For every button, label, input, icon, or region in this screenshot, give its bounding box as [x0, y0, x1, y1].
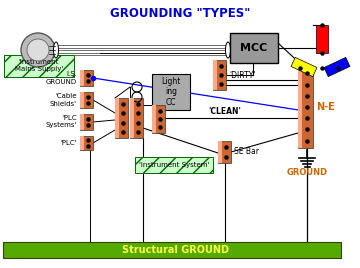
Text: SE Bar: SE Bar [234, 147, 259, 157]
Bar [230, 33, 278, 63]
Bar [218, 141, 231, 163]
Bar [3, 242, 341, 258]
Text: N-E: N-E [316, 102, 335, 112]
Bar [80, 70, 93, 86]
Text: 'Instrument System': 'Instrument System' [139, 162, 209, 168]
Text: Structural GROUND: Structural GROUND [122, 245, 229, 255]
Bar [80, 114, 84, 130]
Text: GROUNDING "TYPES": GROUNDING "TYPES" [110, 7, 250, 20]
Bar [115, 98, 119, 138]
Text: Light
ing
CC: Light ing CC [161, 77, 181, 107]
Bar [80, 136, 93, 150]
Bar [213, 60, 217, 90]
Bar [80, 136, 84, 150]
Bar [135, 157, 213, 173]
Text: 'Instrument
Mains Supply': 'Instrument Mains Supply' [15, 59, 63, 73]
Circle shape [27, 39, 49, 61]
Bar [115, 98, 128, 138]
Polygon shape [324, 57, 350, 77]
Text: 'PLC
Systems': 'PLC Systems' [46, 116, 77, 128]
Text: 'PLC': 'PLC' [60, 140, 77, 146]
Text: I.S.
GROUND: I.S. GROUND [46, 72, 77, 84]
Text: MCC: MCC [240, 43, 267, 53]
Text: 'CLEAN': 'CLEAN' [208, 107, 242, 116]
Bar [152, 105, 156, 133]
Bar [80, 114, 93, 130]
Bar [80, 92, 84, 108]
Ellipse shape [54, 42, 58, 58]
Bar [298, 66, 302, 148]
Circle shape [21, 33, 55, 67]
Bar [80, 92, 93, 108]
Polygon shape [291, 57, 317, 77]
Bar [130, 98, 134, 138]
Text: GROUND: GROUND [287, 168, 328, 177]
Bar [218, 141, 222, 163]
Bar [80, 70, 84, 86]
Bar [298, 66, 313, 148]
Bar [316, 25, 328, 53]
Bar [152, 105, 165, 133]
Bar [130, 98, 143, 138]
Bar [213, 60, 226, 90]
Ellipse shape [225, 42, 230, 58]
Text: 'Cable
Shields': 'Cable Shields' [50, 94, 77, 106]
Bar [152, 74, 190, 110]
Bar [4, 55, 74, 77]
Text: 'DIRTY': 'DIRTY' [229, 70, 256, 80]
